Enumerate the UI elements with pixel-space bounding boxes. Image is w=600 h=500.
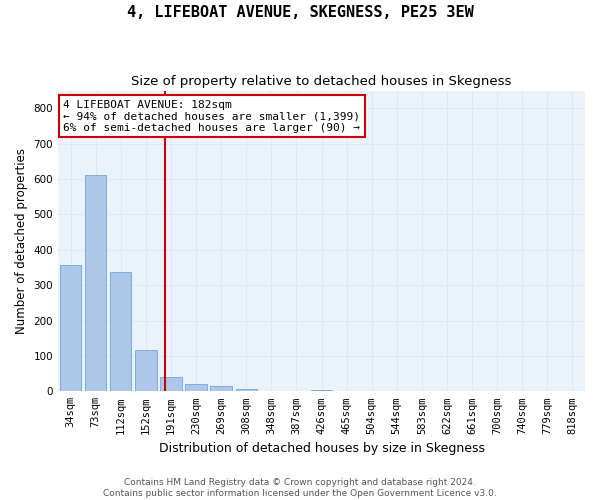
Bar	[85, 175, 106, 392]
Bar	[135, 350, 157, 392]
Bar	[260, 390, 282, 392]
Y-axis label: Number of detached properties: Number of detached properties	[15, 148, 28, 334]
Bar	[185, 384, 207, 392]
Bar	[236, 389, 257, 392]
Text: 4 LIFEBOAT AVENUE: 182sqm
← 94% of detached houses are smaller (1,399)
6% of sem: 4 LIFEBOAT AVENUE: 182sqm ← 94% of detac…	[64, 100, 361, 133]
Text: 4, LIFEBOAT AVENUE, SKEGNESS, PE25 3EW: 4, LIFEBOAT AVENUE, SKEGNESS, PE25 3EW	[127, 5, 473, 20]
Text: Contains HM Land Registry data © Crown copyright and database right 2024.
Contai: Contains HM Land Registry data © Crown c…	[103, 478, 497, 498]
Bar	[160, 377, 182, 392]
Bar	[60, 265, 81, 392]
Bar	[110, 272, 131, 392]
Title: Size of property relative to detached houses in Skegness: Size of property relative to detached ho…	[131, 75, 512, 88]
X-axis label: Distribution of detached houses by size in Skegness: Distribution of detached houses by size …	[158, 442, 485, 455]
Bar	[311, 390, 332, 392]
Bar	[562, 390, 583, 392]
Bar	[211, 386, 232, 392]
